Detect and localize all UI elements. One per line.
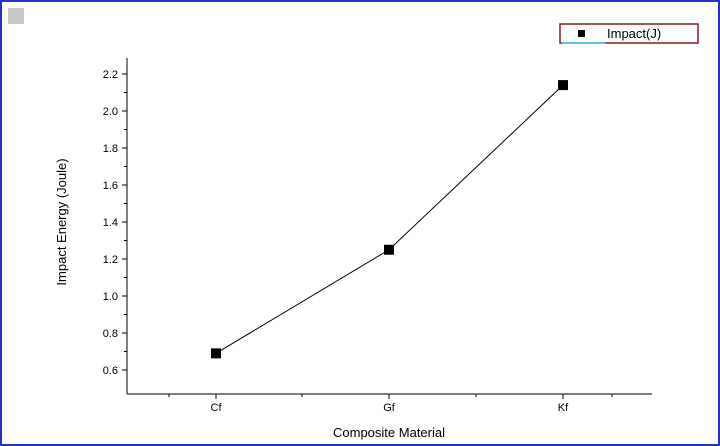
x-axis-title: Composite Material xyxy=(333,425,445,440)
data-point-marker xyxy=(211,348,221,359)
y-tick-label: 1.6 xyxy=(103,180,118,192)
y-tick-label: 1.8 xyxy=(103,143,118,155)
y-tick-label: 2.0 xyxy=(103,106,118,118)
y-tick-label: 0.8 xyxy=(103,328,118,340)
y-tick-label: 1.0 xyxy=(103,291,118,303)
x-tick-label: Gf xyxy=(383,402,396,414)
legend-box xyxy=(559,23,699,44)
data-point-marker xyxy=(558,80,568,91)
y-tick-label: 1.4 xyxy=(103,217,118,229)
legend-marker xyxy=(578,30,585,37)
x-tick-label: Cf xyxy=(211,402,223,414)
data-point-marker xyxy=(384,244,394,255)
y-tick-label: 1.2 xyxy=(103,254,118,266)
y-tick-label: 0.6 xyxy=(103,365,118,377)
series-line xyxy=(215,84,564,354)
y-tick-label: 2.2 xyxy=(103,69,118,81)
corner-marker xyxy=(8,8,24,24)
legend-label: Impact(J) xyxy=(607,26,661,41)
y-axis-title: Impact Energy (Joule) xyxy=(54,158,69,285)
x-tick-label: Kf xyxy=(558,402,569,414)
